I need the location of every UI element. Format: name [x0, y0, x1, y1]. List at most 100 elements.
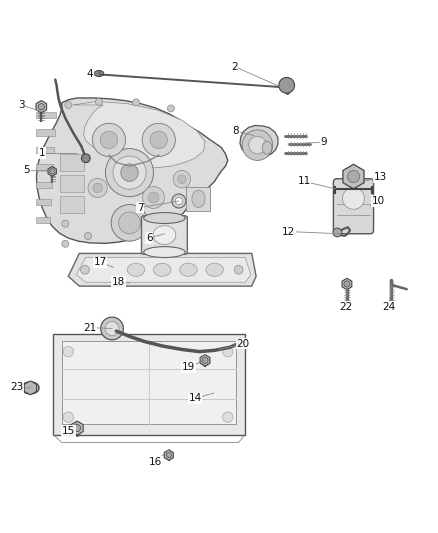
Bar [36, 217, 50, 223]
Circle shape [106, 149, 153, 197]
Circle shape [38, 103, 44, 110]
Bar [36, 130, 55, 135]
Ellipse shape [153, 263, 171, 276]
Text: 17: 17 [94, 257, 107, 267]
Circle shape [95, 99, 102, 106]
Circle shape [74, 425, 81, 432]
Polygon shape [164, 450, 173, 461]
Ellipse shape [127, 263, 145, 276]
Polygon shape [343, 164, 364, 189]
Circle shape [62, 240, 69, 247]
Text: 18: 18 [112, 277, 125, 287]
Text: 14: 14 [188, 393, 201, 403]
Ellipse shape [144, 247, 185, 257]
Text: 3: 3 [18, 100, 25, 110]
Polygon shape [36, 101, 46, 113]
Bar [60, 175, 84, 192]
Circle shape [113, 156, 146, 189]
Text: 9: 9 [321, 137, 327, 147]
Bar [186, 187, 210, 211]
Circle shape [166, 453, 171, 458]
Polygon shape [68, 253, 256, 286]
Ellipse shape [262, 141, 272, 154]
Ellipse shape [21, 382, 39, 394]
Circle shape [172, 194, 186, 208]
Circle shape [202, 357, 208, 364]
Circle shape [150, 131, 167, 149]
Circle shape [93, 183, 102, 193]
FancyBboxPatch shape [141, 216, 187, 254]
Circle shape [81, 154, 90, 163]
Text: 21: 21 [84, 322, 97, 333]
Text: 12: 12 [282, 227, 296, 237]
Text: 16: 16 [149, 457, 162, 467]
Circle shape [223, 412, 233, 422]
Circle shape [234, 265, 243, 274]
Circle shape [111, 205, 148, 241]
Text: 19: 19 [182, 362, 195, 372]
Circle shape [88, 179, 107, 198]
Circle shape [119, 212, 141, 234]
Text: 11: 11 [297, 176, 311, 187]
Circle shape [142, 123, 175, 157]
Ellipse shape [153, 225, 176, 245]
Circle shape [62, 220, 69, 227]
Ellipse shape [180, 263, 197, 276]
Circle shape [175, 198, 182, 205]
Circle shape [49, 169, 55, 174]
Text: 1: 1 [39, 148, 46, 158]
Text: 7: 7 [137, 203, 144, 213]
Circle shape [63, 346, 74, 357]
Circle shape [167, 105, 174, 112]
Ellipse shape [94, 70, 104, 77]
Bar [62, 341, 237, 424]
Polygon shape [200, 354, 210, 366]
Bar [36, 164, 53, 171]
Bar [36, 182, 52, 188]
Text: 8: 8 [232, 126, 239, 136]
Polygon shape [76, 257, 251, 282]
Text: 10: 10 [372, 196, 385, 206]
Text: 20: 20 [237, 339, 250, 349]
Text: 2: 2 [231, 61, 237, 71]
Bar [60, 196, 84, 213]
Text: 15: 15 [62, 426, 75, 436]
Text: 22: 22 [339, 302, 352, 312]
Circle shape [223, 346, 233, 357]
Polygon shape [48, 166, 57, 176]
Circle shape [333, 228, 342, 237]
Polygon shape [36, 98, 228, 244]
Polygon shape [71, 421, 83, 435]
Circle shape [148, 192, 159, 203]
Polygon shape [73, 101, 205, 168]
Circle shape [343, 188, 364, 209]
Circle shape [143, 187, 164, 208]
Bar [36, 112, 56, 118]
Text: 5: 5 [24, 165, 30, 175]
Text: 6: 6 [146, 233, 152, 243]
Circle shape [344, 281, 350, 287]
Circle shape [65, 101, 72, 108]
Circle shape [105, 321, 119, 335]
Circle shape [177, 175, 186, 183]
Circle shape [85, 232, 92, 239]
FancyBboxPatch shape [333, 179, 374, 234]
Circle shape [81, 265, 89, 274]
Ellipse shape [144, 213, 185, 223]
Text: 4: 4 [87, 69, 93, 78]
Bar [36, 147, 54, 153]
Circle shape [133, 99, 140, 106]
Bar [36, 199, 51, 205]
Ellipse shape [192, 190, 205, 207]
Text: 24: 24 [383, 302, 396, 312]
Circle shape [100, 131, 118, 149]
Circle shape [92, 123, 126, 157]
Circle shape [249, 136, 266, 154]
Bar [60, 154, 84, 171]
Polygon shape [342, 278, 352, 289]
Polygon shape [25, 381, 36, 395]
Circle shape [347, 171, 360, 183]
Circle shape [242, 130, 273, 160]
Circle shape [173, 171, 191, 188]
Text: 23: 23 [10, 383, 24, 392]
